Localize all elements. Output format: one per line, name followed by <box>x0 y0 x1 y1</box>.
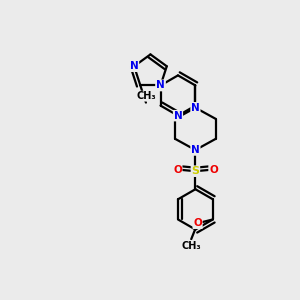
Text: N: N <box>191 103 200 113</box>
Text: N: N <box>156 80 165 91</box>
Text: O: O <box>209 164 218 175</box>
Text: N: N <box>191 145 200 155</box>
Text: CH₃: CH₃ <box>182 241 201 250</box>
Text: O: O <box>193 218 202 228</box>
Text: CH₃: CH₃ <box>136 91 156 101</box>
Text: O: O <box>173 164 182 175</box>
Text: N: N <box>130 61 139 71</box>
Text: N: N <box>174 111 182 121</box>
Text: S: S <box>191 166 200 176</box>
Text: N: N <box>156 80 165 91</box>
